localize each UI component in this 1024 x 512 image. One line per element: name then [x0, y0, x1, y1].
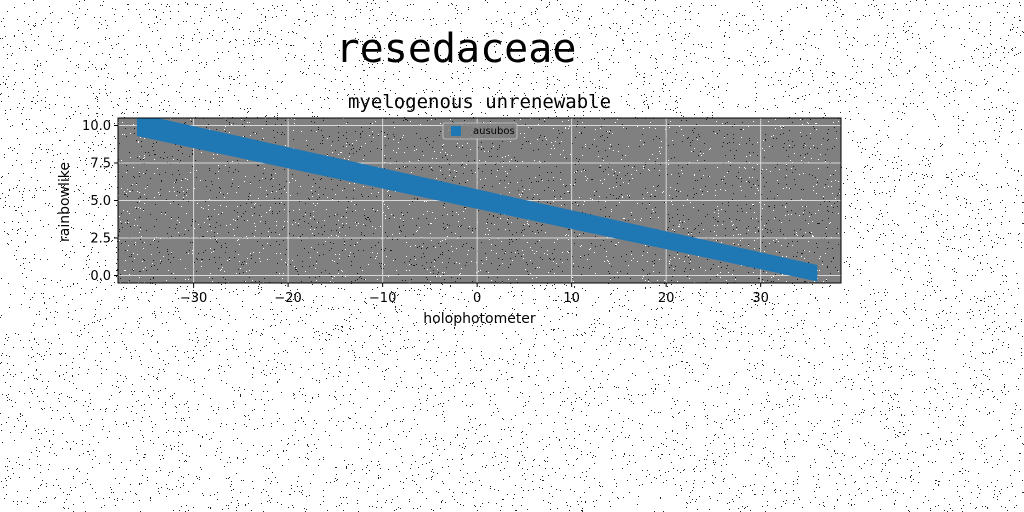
y-axis-ticks: 0.0 2.5 5.0 7.5 10.0 — [82, 119, 118, 284]
y-tick-label: 0.0 — [90, 269, 111, 284]
y-axis-label: rainbowlike — [57, 162, 73, 242]
series-band-ausubos — [136, 118, 818, 282]
figure-suptitle: resedaceae — [336, 26, 577, 72]
y-tick-label: 10.0 — [82, 119, 111, 134]
x-tick-label: 10 — [563, 291, 580, 306]
x-tick-label: −10 — [369, 291, 396, 306]
x-tick-label: 0 — [473, 291, 481, 306]
y-tick-label: 5.0 — [90, 194, 111, 209]
x-axis-label: holophotometer — [423, 311, 536, 327]
x-tick-label: −20 — [274, 291, 301, 306]
x-tick-label: 20 — [658, 291, 675, 306]
y-tick-label: 2.5 — [90, 232, 111, 247]
chart-title: myelogenous unrenewable — [348, 91, 611, 113]
legend: ausubos — [442, 122, 518, 140]
legend-swatch-ausubos — [451, 126, 461, 136]
x-axis-ticks: −30 −20 −10 0 10 20 30 — [180, 283, 769, 306]
x-tick-label: −30 — [180, 291, 207, 306]
legend-label-ausubos: ausubos — [473, 126, 515, 137]
x-tick-label: 30 — [752, 291, 769, 306]
y-tick-label: 7.5 — [90, 157, 111, 172]
legend-box — [442, 122, 518, 140]
